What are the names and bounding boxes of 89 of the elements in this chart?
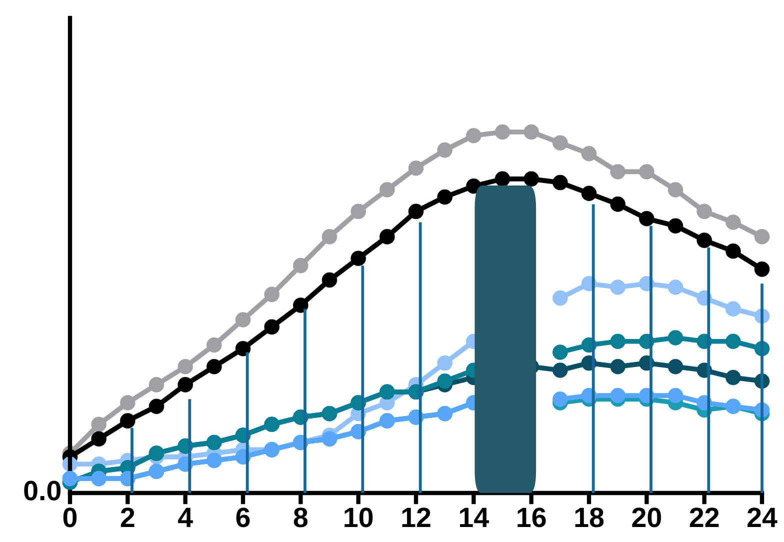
point xyxy=(91,431,106,446)
point xyxy=(293,298,308,313)
bar xyxy=(130,428,134,493)
point xyxy=(293,258,308,274)
point xyxy=(408,160,424,176)
point xyxy=(437,189,452,205)
point xyxy=(322,229,338,244)
point xyxy=(639,211,654,226)
point xyxy=(726,334,741,350)
point xyxy=(350,250,366,266)
bar xyxy=(707,248,710,493)
point xyxy=(437,373,452,389)
x-tick-label: 4 xyxy=(178,508,193,528)
x-tick-label: 0 xyxy=(63,508,77,528)
point xyxy=(552,362,568,378)
point xyxy=(380,182,395,198)
point xyxy=(264,319,280,335)
bar xyxy=(304,308,306,493)
point xyxy=(437,355,452,371)
point xyxy=(726,301,741,317)
x-tick-label: 22 xyxy=(690,508,719,528)
point xyxy=(148,398,164,414)
point xyxy=(148,377,164,392)
x-tick-label: 8 xyxy=(294,508,308,528)
point xyxy=(668,388,684,404)
point xyxy=(408,204,424,220)
bar xyxy=(474,185,536,493)
x-tick-label: 10 xyxy=(344,508,373,528)
bar xyxy=(418,222,422,493)
point xyxy=(91,416,106,432)
bar xyxy=(188,399,192,493)
point xyxy=(610,164,626,180)
point xyxy=(668,330,684,346)
bar xyxy=(246,352,249,493)
point xyxy=(696,232,712,248)
x-tick-label: 6 xyxy=(236,508,250,528)
point xyxy=(581,146,597,162)
x-tick-label: 18 xyxy=(575,508,604,528)
point xyxy=(380,229,395,244)
point xyxy=(552,344,568,360)
point xyxy=(206,359,222,374)
point xyxy=(120,395,136,410)
point xyxy=(178,377,193,392)
x-tick-label: 14 xyxy=(460,508,489,528)
x-tick-label: 16 xyxy=(518,508,546,528)
point xyxy=(552,135,568,150)
bar xyxy=(361,266,364,493)
point xyxy=(696,204,712,220)
point xyxy=(581,186,597,202)
point xyxy=(668,218,684,234)
point xyxy=(206,337,222,353)
x-tick-label: 12 xyxy=(402,508,430,528)
point xyxy=(235,340,251,356)
point xyxy=(524,124,539,140)
point xyxy=(494,124,510,140)
point xyxy=(552,392,568,407)
point xyxy=(524,171,539,187)
bar xyxy=(592,204,595,493)
point xyxy=(264,286,280,302)
point xyxy=(668,280,684,295)
x-tick-label: 2 xyxy=(120,508,134,528)
point xyxy=(726,243,741,259)
point xyxy=(726,370,741,386)
point xyxy=(322,272,338,288)
point xyxy=(754,262,770,277)
point xyxy=(552,290,568,306)
x-tick-label: 24 xyxy=(748,508,778,528)
point xyxy=(610,359,626,374)
point xyxy=(610,388,626,404)
point xyxy=(120,413,136,428)
point xyxy=(726,214,741,230)
point xyxy=(494,171,510,187)
point xyxy=(610,334,626,350)
point xyxy=(668,182,684,198)
bar xyxy=(650,226,652,493)
point xyxy=(610,280,626,295)
point xyxy=(668,359,684,374)
text: 0.0 xyxy=(24,480,61,500)
point xyxy=(466,128,482,144)
x-tick-label: 20 xyxy=(632,508,661,528)
point xyxy=(610,196,626,212)
point xyxy=(639,164,654,180)
point xyxy=(235,312,251,328)
point xyxy=(437,142,452,158)
point xyxy=(350,204,366,220)
point xyxy=(754,229,770,244)
point xyxy=(178,359,193,374)
point xyxy=(552,174,568,190)
point xyxy=(466,178,482,194)
